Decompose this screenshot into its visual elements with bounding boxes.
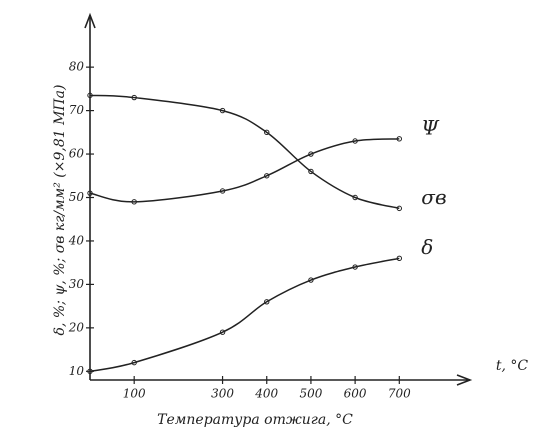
x-tick-label: 400 — [254, 387, 278, 401]
x-tick-label: 100 — [123, 387, 146, 401]
x-tick-label: 500 — [299, 387, 322, 401]
y-tick-label: 10 — [69, 364, 85, 378]
data-point — [308, 151, 314, 157]
y-axis-label: δ, %; ψ, %; σв кг/мм² (×9,81 МПа) — [52, 85, 68, 336]
data-point — [352, 194, 358, 201]
y-tick-label: 60 — [69, 147, 85, 161]
data-point — [131, 359, 137, 366]
x-tick-label: 600 — [344, 387, 367, 401]
y-tick-label: 80 — [69, 60, 85, 74]
y-tick-label: 50 — [69, 190, 85, 204]
data-point — [131, 94, 137, 101]
data-point — [87, 190, 93, 196]
y-arrow — [84, 12, 96, 29]
series-label: σв — [421, 185, 446, 209]
data-point — [396, 255, 403, 262]
data-point — [264, 299, 270, 305]
data-point — [308, 168, 314, 175]
x-tick-label: 700 — [388, 387, 411, 401]
x-tick-label: 300 — [211, 387, 234, 401]
data-point — [396, 205, 403, 212]
curve — [89, 94, 400, 210]
y-tick-label: 70 — [69, 103, 85, 117]
data-point — [352, 264, 358, 270]
data-point — [131, 199, 137, 205]
data-point — [264, 129, 270, 136]
data-point — [308, 277, 314, 283]
data-point — [396, 136, 403, 142]
data-point — [264, 173, 270, 179]
data-point — [219, 107, 226, 114]
curve — [89, 138, 400, 203]
x-arrow — [456, 374, 473, 386]
series-label: δ — [421, 235, 433, 259]
data-point — [87, 368, 93, 375]
y-tick-label: 40 — [68, 233, 85, 247]
x-axis-label: Температура отжига, °C — [157, 412, 353, 428]
curve — [89, 257, 400, 373]
y-tick-label: 30 — [69, 277, 85, 291]
y-tick-label: 20 — [68, 320, 85, 334]
series-label: Ψ — [421, 115, 440, 139]
data-point — [219, 188, 226, 194]
x-axis-symbol: t, °C — [496, 358, 529, 374]
data-point — [219, 329, 226, 335]
data-point — [87, 92, 93, 99]
data-point — [352, 138, 358, 144]
